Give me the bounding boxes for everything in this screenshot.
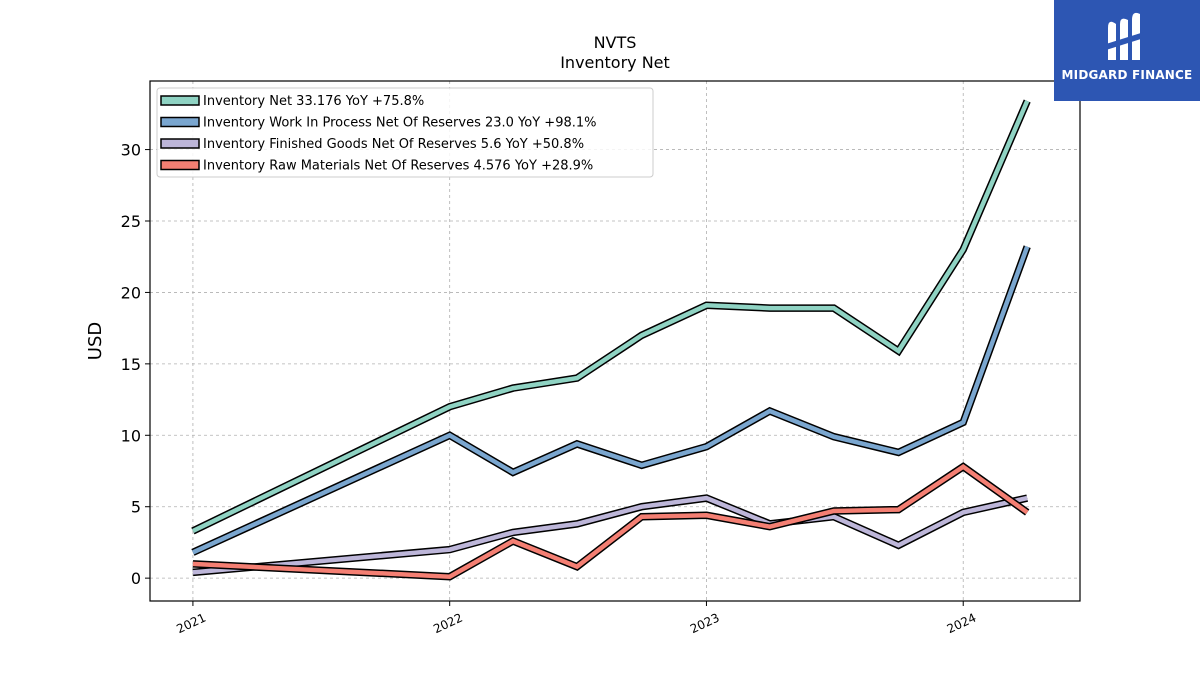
logo-mark-icon [1106,12,1144,61]
y-axis-label: USD [85,322,106,360]
legend-label: Inventory Raw Materials Net Of Reserves … [203,159,593,174]
x-tick-label: 2022 [431,611,465,637]
y-tick-label: 30 [121,141,141,160]
y-tick-label: 10 [121,426,141,445]
series-2-line [192,495,1028,575]
legend-swatch [160,95,200,106]
legend-swatch [160,116,200,128]
series-3-line [192,463,1029,579]
legend-swatch [160,159,200,171]
chart-subtitle: Inventory Net [560,53,670,72]
legend-label: Inventory Work In Process Net Of Reserve… [203,116,597,131]
series-0-line [191,100,1030,534]
x-tick-label: 2021 [174,611,208,637]
y-tick-label: 5 [131,498,141,517]
plot-frame [149,80,1081,602]
legend-label: Inventory Finished Goods Net Of Reserves… [203,137,584,152]
y-tick-label: 20 [121,283,141,302]
x-tick-label: 2023 [688,611,722,637]
x-tick-label: 2024 [945,611,979,637]
brand-logo: MIDGARD FINANCE [1054,0,1200,101]
legend-swatch [160,138,200,149]
legend-box [156,87,654,178]
y-tick-label: 15 [121,355,141,374]
legend-label: Inventory Net 33.176 YoY +75.8% [203,94,424,109]
chart-title: NVTS [594,33,637,52]
y-tick-label: 25 [121,212,141,231]
y-tick-label: 0 [131,569,141,588]
brand-name: MIDGARD FINANCE [1061,68,1193,82]
series-1-line [191,245,1030,555]
